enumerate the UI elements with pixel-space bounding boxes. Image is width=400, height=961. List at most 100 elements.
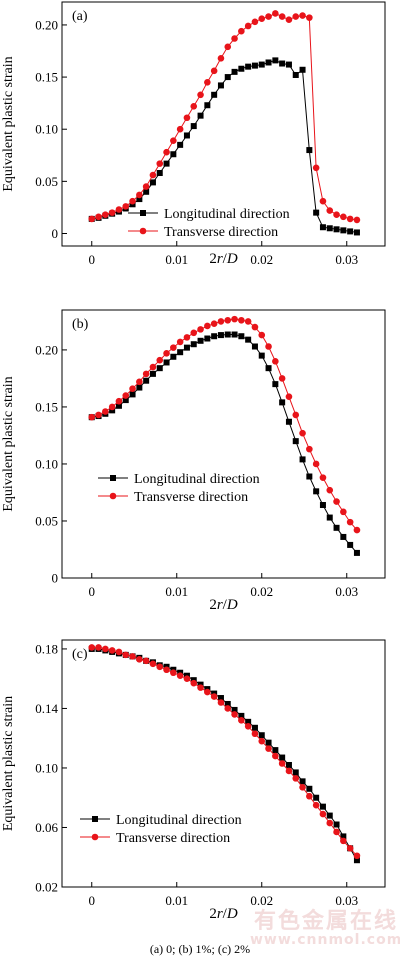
y-tick-label: 0.20: [35, 342, 58, 357]
data-point: [231, 711, 238, 718]
data-point: [353, 216, 361, 224]
data-point: [115, 402, 122, 409]
data-point: [244, 723, 252, 730]
data-point: [312, 801, 320, 809]
x-tick-label: 0.02: [250, 584, 273, 599]
series-line: [91, 318, 358, 531]
data-point: [353, 549, 360, 556]
data-point: [224, 316, 232, 324]
data-point: [278, 760, 286, 767]
data-point: [265, 365, 272, 372]
x-tick-label: 0: [89, 893, 96, 908]
data-point: [231, 68, 238, 75]
data-point: [353, 852, 361, 860]
watermark: 有色金属在线 www.cnnmol.com: [250, 910, 400, 949]
data-point: [88, 644, 96, 651]
data-point: [306, 14, 313, 21]
data-point: [279, 754, 286, 761]
data-point: [210, 67, 218, 75]
data-point: [122, 397, 129, 404]
y-tick-label: 0.10: [35, 760, 58, 775]
x-axis-label: 2r/D: [209, 597, 238, 613]
data-point: [136, 378, 143, 386]
data-point: [279, 399, 286, 406]
y-tick-label: 0.06: [35, 820, 58, 835]
y-tick-label: 0.10: [35, 122, 58, 137]
data-point: [251, 323, 259, 331]
data-point: [265, 343, 272, 350]
legend-marker: [110, 475, 116, 481]
data-point: [88, 215, 96, 223]
data-point: [129, 385, 136, 392]
data-point: [258, 737, 266, 745]
data-point: [190, 102, 198, 110]
data-point: [149, 179, 156, 186]
data-point: [156, 365, 163, 372]
data-point: [285, 761, 292, 768]
data-point: [143, 188, 150, 195]
data-point: [333, 211, 340, 219]
data-point: [238, 717, 245, 724]
data-point: [319, 224, 326, 231]
data-point: [312, 164, 320, 172]
data-point: [170, 344, 177, 351]
data-point: [278, 375, 286, 382]
data-point: [279, 60, 286, 67]
data-point: [136, 656, 143, 663]
data-point: [306, 445, 313, 453]
y-tick-label: 0.18: [35, 641, 58, 656]
data-point: [265, 745, 272, 752]
data-point: [95, 213, 102, 221]
y-tick-label: 0.02: [35, 880, 58, 895]
data-point: [245, 336, 252, 343]
data-point: [333, 821, 340, 828]
series-1: [88, 315, 361, 534]
data-point: [353, 526, 361, 534]
x-tick-label: 0.03: [335, 893, 358, 908]
data-point: [197, 91, 204, 99]
data-point: [333, 226, 340, 233]
data-point: [142, 657, 150, 665]
y-tick-label: 0.05: [35, 174, 58, 189]
data-point: [299, 456, 306, 463]
data-point: [244, 22, 252, 30]
legend-label: Longitudinal direction: [134, 472, 260, 487]
data-point: [122, 651, 130, 659]
data-point: [340, 227, 347, 234]
x-axis-label: 2r/D: [209, 906, 238, 922]
data-point: [231, 35, 238, 42]
data-point: [285, 16, 293, 24]
y-tick-label: 0.20: [35, 17, 58, 32]
x-tick-label: 0.02: [250, 252, 273, 267]
data-point: [272, 10, 279, 17]
data-point: [176, 125, 184, 133]
data-point: [353, 229, 360, 236]
data-point: [299, 778, 306, 785]
data-point: [313, 209, 320, 216]
legend-label: Transverse direction: [164, 225, 278, 240]
data-point: [211, 91, 218, 98]
data-point: [292, 438, 299, 445]
data-point: [108, 403, 116, 411]
legend-label: Transverse direction: [116, 831, 230, 846]
data-point: [224, 331, 231, 338]
data-point: [95, 411, 102, 419]
data-point: [258, 15, 266, 22]
plot-frame: [61, 1, 386, 247]
data-point: [272, 747, 279, 754]
data-point: [170, 353, 177, 360]
chart-panel-2: 0 0.01 0.02 0.03 0.02 0.06 0.10 0.14 0.18 2r/D Equ…: [1, 639, 386, 922]
legend-marker: [139, 227, 147, 235]
data-point: [285, 393, 293, 400]
y-tick-label: 0: [52, 571, 59, 586]
data-point: [333, 524, 340, 531]
data-point: [231, 331, 238, 338]
data-point: [292, 13, 300, 20]
watermark-text-url: www.cnnmol.com: [250, 932, 400, 949]
series-0: [88, 331, 360, 556]
data-point: [313, 794, 320, 801]
data-point: [149, 370, 156, 377]
data-point: [306, 473, 313, 480]
data-point: [129, 391, 136, 398]
